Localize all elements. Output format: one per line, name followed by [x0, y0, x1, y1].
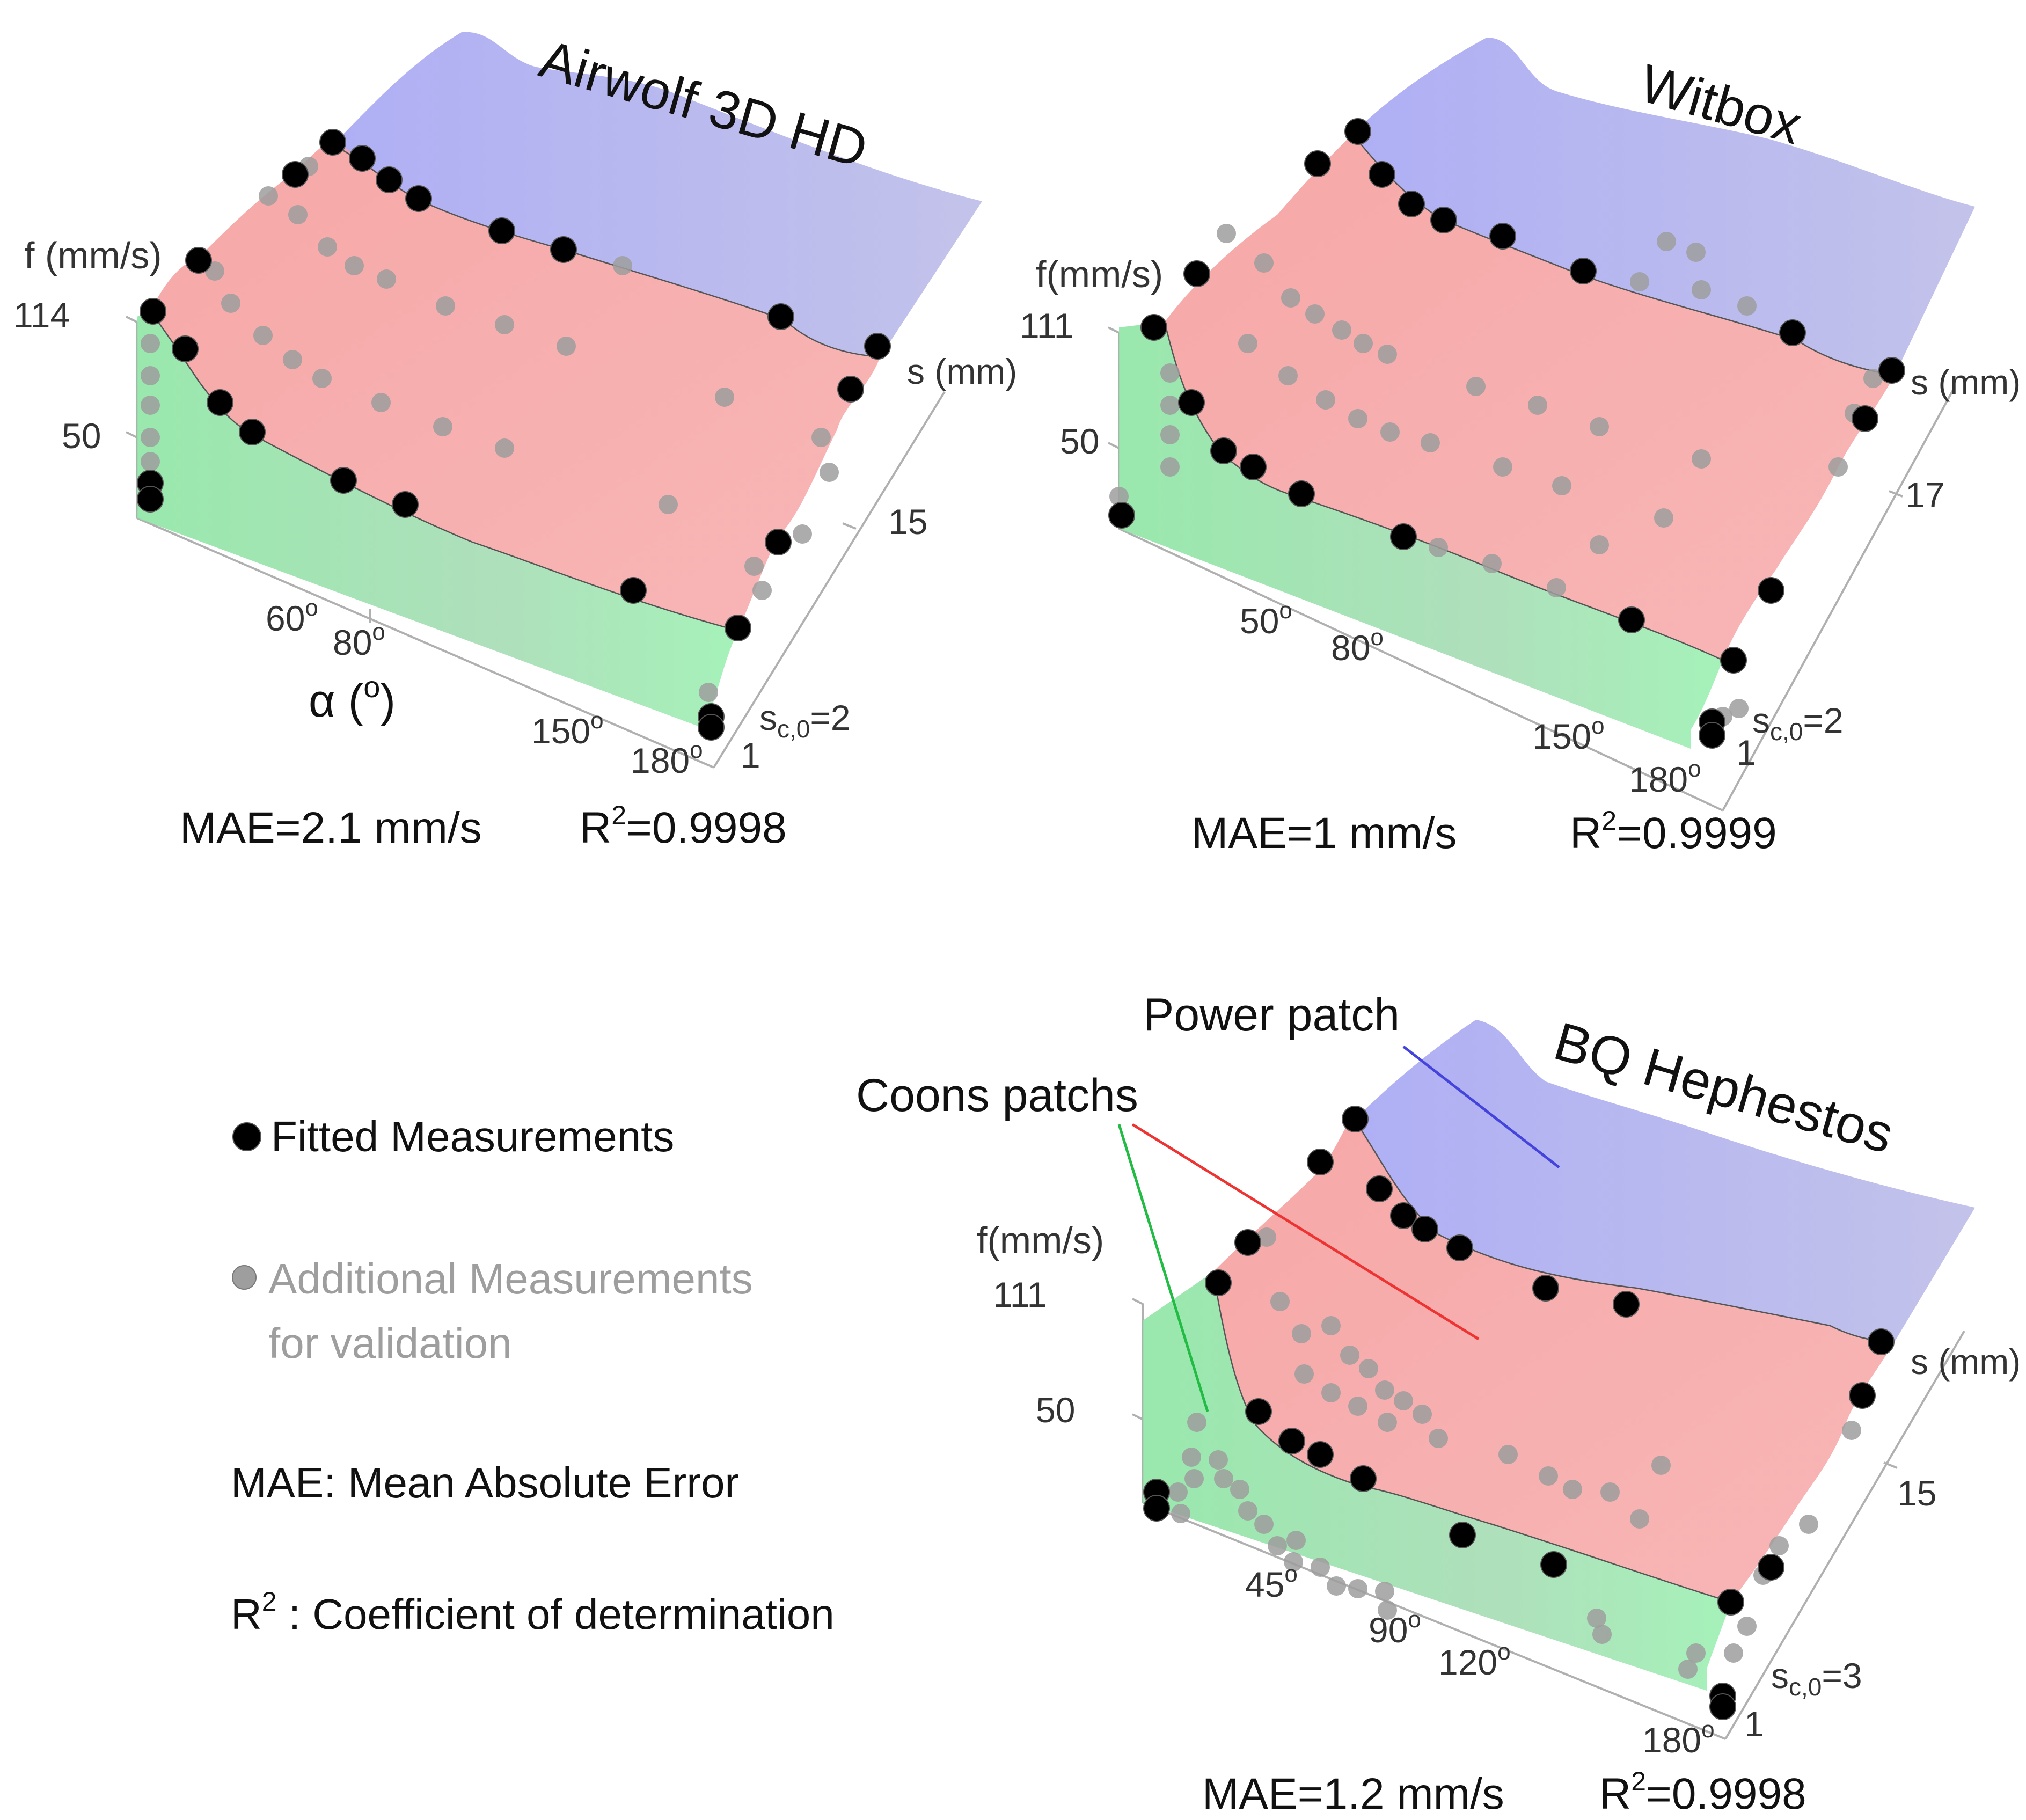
x-tick-label: 180o: [631, 737, 703, 780]
y-tick-label: 15: [1897, 1473, 1936, 1513]
fitted-marker: [232, 1122, 261, 1151]
x-tick-label: 120o: [1438, 1639, 1511, 1682]
z-tick-label: 114: [13, 295, 70, 335]
z-axis-label: f (mm/s): [24, 235, 162, 276]
coons-red-surface: [150, 140, 880, 631]
coons-red-surface: [1213, 1116, 1895, 1602]
fitted-points: [1143, 1106, 1895, 1720]
x-tick-label: 45o: [1245, 1561, 1298, 1604]
z-tick-label: 111: [1020, 306, 1073, 346]
tick-marks: [1132, 1298, 1898, 1469]
power-patch-surface: [333, 32, 982, 357]
z-tick-label: 50: [1036, 1390, 1075, 1430]
power-patch-surface: [1352, 1020, 1975, 1342]
coons-green-surface: [1143, 1272, 1731, 1691]
x-tick-label: 80o: [1331, 624, 1384, 668]
validation-points: [1109, 224, 1883, 726]
y-axis-label: s (mm): [907, 352, 1017, 391]
chart-witbox: Witbox f(mm/s) 111 50 s (mm) 17 1 sc,0=2…: [1020, 38, 2021, 858]
x-tick-label: 80o: [333, 619, 385, 662]
mae-label: MAE=2.1 mm/s: [180, 803, 482, 852]
power-patch-surface: [1352, 38, 1975, 376]
fitted-points: [137, 129, 891, 741]
x-tick-label: 180o: [1642, 1716, 1715, 1760]
chart-bq-hephestos: BQ Hephestos f(mm/s) 111 50 s (mm) 15 1 …: [977, 1011, 2021, 1818]
coons-green-surface: [1119, 322, 1723, 749]
z-axis-label: f(mm/s): [1036, 253, 1163, 295]
coons-red-surface: [1165, 134, 1895, 660]
x-axis-label: α (o): [309, 670, 396, 727]
x-tick-label: 50o: [1240, 597, 1292, 641]
mae-definition: MAE: Mean Absolute Error: [231, 1459, 739, 1507]
y-tick-label: 1: [1736, 733, 1756, 772]
y-tick-label: 1: [741, 735, 760, 775]
x-tick-label: 180o: [1629, 756, 1701, 799]
validation-points: [1168, 1227, 1861, 1679]
validation-label-line1: Additional Measurements: [268, 1255, 753, 1303]
chart-airwolf: Airwolf 3D HD f (mm/s) 114 50 s (mm) 15 …: [13, 28, 1017, 852]
power-patch-label: Power patch: [1143, 989, 1400, 1041]
mae-label: MAE=1 mm/s: [1191, 809, 1457, 858]
coons-green-pointer: [1117, 1124, 1209, 1412]
coons-patchs-label: Coons patchs: [856, 1070, 1138, 1121]
z-tick-label: 50: [1060, 421, 1099, 461]
z-tick-label: 111: [993, 1275, 1047, 1314]
z-tick-label: 50: [62, 416, 101, 456]
tick-marks: [1108, 326, 1903, 498]
x-tick-label: 60o: [266, 595, 318, 638]
r2-label: R2=0.9998: [580, 800, 787, 852]
y-axis-label: s (mm): [1911, 1342, 2021, 1382]
validation-label-line2: for validation: [268, 1319, 512, 1367]
x-tick-label: 90o: [1369, 1606, 1421, 1650]
x-tick-label: 150o: [531, 707, 604, 751]
x-tick-label: 150o: [1532, 713, 1605, 756]
y-tick-label: 1: [1744, 1704, 1764, 1744]
tick-marks: [126, 316, 857, 623]
r2-label: R2=0.9999: [1570, 806, 1777, 858]
validation-points: [141, 157, 839, 732]
r2-label: R2=0.9998: [1599, 1766, 1806, 1818]
z-axis-label: f(mm/s): [977, 1219, 1104, 1261]
annotations: Power patch Coons patchs: [856, 989, 1560, 1412]
y-tick-label: 15: [888, 502, 927, 542]
power-patch-pointer: [1402, 1046, 1560, 1168]
r2-definition: R2 : Coefficient of determination: [231, 1587, 835, 1638]
validation-marker: [232, 1265, 257, 1290]
sc0-label: sc,0=2: [1752, 700, 1844, 745]
mae-label: MAE=1.2 mm/s: [1202, 1770, 1504, 1818]
fitted-points: [1108, 118, 1905, 749]
y-tick-label: 17: [1905, 475, 1944, 515]
sc0-label: sc,0=3: [1771, 1656, 1862, 1701]
coons-green-surface: [137, 311, 738, 730]
y-axis-label: s (mm): [1911, 362, 2021, 402]
fitted-label: Fitted Measurements: [271, 1113, 674, 1160]
legend: Fitted Measurements Additional Measureme…: [231, 1113, 835, 1638]
coons-red-pointer: [1131, 1123, 1480, 1341]
sc0-label: sc,0=2: [759, 698, 851, 743]
